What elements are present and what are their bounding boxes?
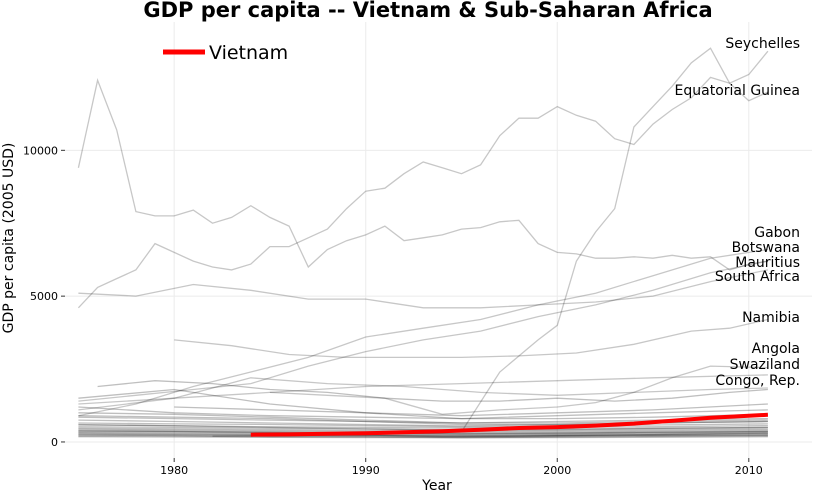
background-series-line-15 [78, 433, 768, 438]
country-label-south-africa: South Africa [715, 269, 800, 285]
country-label-mauritius: Mauritius [735, 255, 800, 271]
background-series-line-13 [78, 431, 768, 436]
x-tick-label-2000: 2000 [543, 464, 571, 477]
legend-label-vietnam: Vietnam [209, 42, 288, 64]
country-label-angola: Angola [752, 341, 800, 357]
country-label-gabon: Gabon [754, 225, 800, 241]
legend: Vietnam [163, 42, 288, 64]
chart-title: GDP per capita -- Vietnam & Sub-Saharan … [143, 0, 712, 22]
country-label-equatorial-guinea: Equatorial Guinea [675, 83, 800, 99]
country-label-swaziland: Swaziland [730, 357, 800, 373]
background-series-line-12 [78, 431, 768, 436]
series-line-mauritius [78, 260, 769, 402]
labeled-series [77, 47, 769, 434]
series-line-botswana [78, 248, 768, 417]
background-series-line-2 [78, 406, 768, 420]
country-label-congo-rep: Congo, Rep. [715, 373, 800, 389]
country-label-namibia: Namibia [742, 310, 800, 326]
background-series-line-7 [78, 424, 768, 429]
grid-lines [65, 22, 812, 458]
y-tick-label-0: 0 [51, 436, 58, 449]
series-line-angola [269, 365, 768, 415]
country-label-seychelles: Seychelles [725, 36, 800, 52]
background-series-line-19 [174, 403, 768, 417]
axis-ticks: 1980 1990 2000 2010 0 5000 10000 [23, 144, 763, 477]
series-line-vietnam [250, 412, 768, 437]
x-tick-label-2010: 2010 [735, 464, 763, 477]
series-line-gabon [77, 50, 769, 309]
background-series-line-0 [97, 380, 768, 402]
series-line-equatorial-guinea [269, 47, 769, 434]
y-tick-label-5000: 5000 [30, 290, 58, 303]
series-line-swaziland [78, 374, 768, 405]
x-axis-label: Year [421, 478, 452, 492]
highlight-series [250, 412, 768, 437]
background-series-line-23 [78, 436, 768, 439]
background-series-line-8 [78, 426, 768, 431]
background-series-line-3 [78, 412, 768, 424]
country-labels: Seychelles Equatorial Guinea GabonBotswana… [675, 36, 800, 389]
series-line-south-africa [78, 269, 769, 309]
series-line-congo-rep [78, 377, 768, 411]
series-line-namibia [174, 318, 769, 359]
x-tick-label-1980: 1980 [160, 464, 188, 477]
y-tick-label-10000: 10000 [23, 144, 58, 157]
background-series-line-14 [78, 432, 768, 437]
country-label-botswana: Botswana [732, 240, 800, 256]
background-series-line-16 [78, 434, 768, 438]
background-series-line-1 [78, 388, 768, 420]
background-series-line-17 [78, 435, 768, 439]
background-series-line-21 [78, 423, 768, 431]
x-tick-label-1990: 1990 [352, 464, 380, 477]
y-axis-label: GDP per capita (2005 USD) [1, 143, 17, 334]
series-line-seychelles [77, 78, 769, 271]
